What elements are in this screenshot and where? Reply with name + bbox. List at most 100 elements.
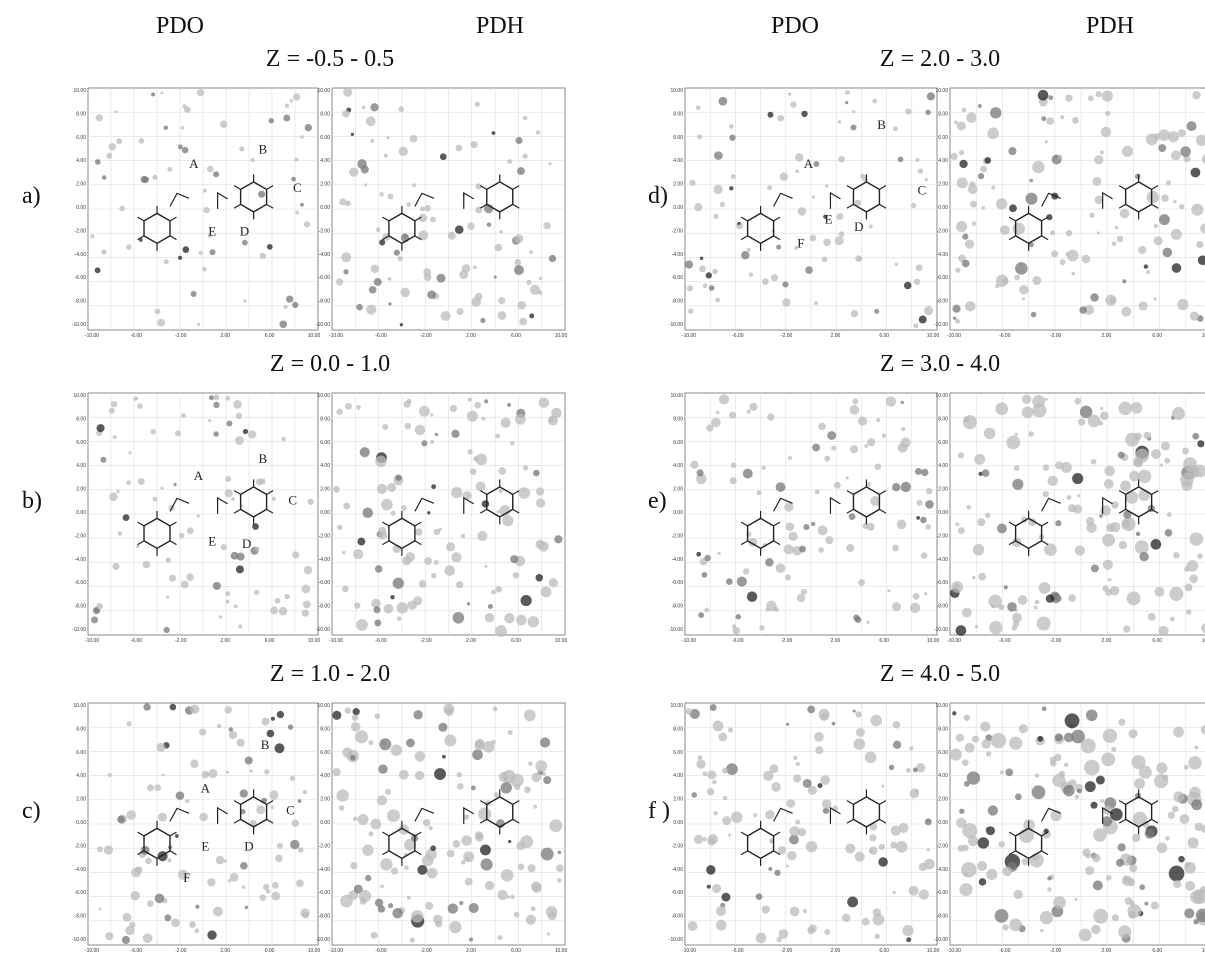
density-blob [134,396,139,401]
density-blob [715,919,727,931]
y-tick-label: 10.00 [73,703,86,709]
molecule-chain [1102,806,1113,824]
density-blob [1189,786,1201,799]
density-blob [897,156,904,163]
y-tick-label: -8.00 [672,914,684,920]
density-blob [1154,586,1165,597]
x-tick-label: -10.00 [682,948,696,954]
density-blob [1196,240,1204,249]
density-blob [1039,911,1054,925]
density-blob [978,878,987,886]
x-tick-label: -6.00 [375,948,387,954]
density-blob [379,239,386,246]
density-blob [202,188,207,193]
y-tick-label: 8.00 [320,726,330,732]
density-blob [892,740,902,750]
density-blob [824,929,831,936]
density-blob [540,586,552,598]
density-blob [154,784,162,792]
density-blob [961,259,970,268]
density-blob [833,481,841,489]
density-blob [730,174,736,180]
density-blob [765,809,775,820]
density-blob [872,98,878,104]
site-label: E [201,839,209,854]
density-blob [359,897,367,905]
molecule-bond [137,216,145,222]
density-blob [529,250,533,255]
density-blob [1093,828,1107,842]
density-blob [1162,247,1173,258]
density-blob [376,795,388,806]
density-blob [773,606,779,612]
density-blob [834,236,844,246]
density-blob [1200,223,1205,234]
panel-label: f ) [648,798,670,824]
density-blob [860,173,866,179]
density-blob [294,157,299,162]
y-tick-label: -6.00 [672,275,684,281]
density-blob [540,847,554,861]
density-blob [300,202,304,207]
density-blob [850,124,857,131]
density-blob [702,283,708,289]
y-tick-label: 4.00 [320,773,330,779]
density-blob [279,320,288,329]
density-blob [473,456,479,462]
density-blob [530,906,536,912]
density-blob [1029,853,1044,868]
density-blob [955,522,960,527]
density-blob [831,445,837,451]
density-blob [1057,154,1063,160]
density-blob [340,894,353,908]
density-blob [352,708,360,716]
density-blob [1128,729,1138,739]
density-blob [1105,588,1113,596]
density-blob [365,116,376,127]
density-blob [356,303,363,311]
density-blob [999,225,1010,236]
density-blob [917,168,924,174]
molecule-bond [846,818,854,824]
y-tick-label: -2.00 [319,843,331,849]
z-range: Z = 0.0 - 1.0 [270,351,390,377]
density-blob [163,626,170,634]
density-blob [238,624,243,629]
x-tick-label: 2.00 [466,948,476,954]
density-blob [271,496,276,501]
density-blob [392,907,403,919]
density-blob [160,91,164,95]
density-blob [91,616,99,624]
density-blob [386,136,390,140]
molecule-bond [1151,818,1159,824]
density-blob [378,530,388,540]
density-blob [213,431,219,437]
density-blob [180,580,189,589]
density-blob [1184,566,1190,573]
density-blob [1178,204,1185,210]
density-blob [844,90,850,95]
density-blob [1096,231,1100,235]
density-blob [748,272,754,277]
density-blob [1134,778,1145,790]
y-tick-label: 10.00 [670,88,683,94]
density-blob [980,721,991,732]
density-blob [955,733,964,742]
density-blob [858,579,866,587]
x-tick-label: -2.00 [781,948,793,954]
density-blob [527,616,540,628]
density-blob [472,265,477,270]
site-label: C [918,182,927,197]
y-tick-label: -4.00 [75,557,87,563]
density-blob [892,544,899,552]
density-blob [1025,192,1038,205]
density-blob [137,403,143,409]
x-tick-label: -2.00 [420,948,432,954]
density-blob [249,769,253,773]
density-blob [548,162,552,166]
density-blob [721,892,731,902]
density-blob [777,846,787,855]
density-blob [696,469,704,477]
density-blob [350,862,358,870]
density-blob [444,734,457,747]
